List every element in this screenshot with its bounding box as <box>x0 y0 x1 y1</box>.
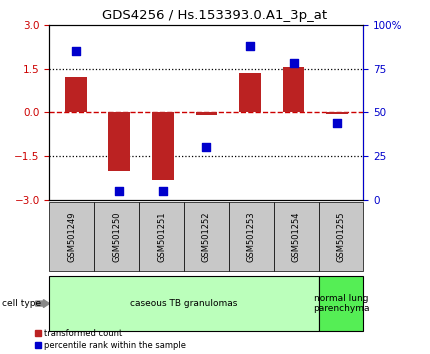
Point <box>160 188 166 194</box>
Text: GSM501255: GSM501255 <box>336 211 345 262</box>
Text: normal lung
parenchyma: normal lung parenchyma <box>313 294 369 313</box>
Bar <box>326 113 348 114</box>
Text: GSM501253: GSM501253 <box>247 211 256 262</box>
Text: GDS4256 / Hs.153393.0.A1_3p_at: GDS4256 / Hs.153393.0.A1_3p_at <box>102 9 328 22</box>
Text: cell type: cell type <box>2 299 41 308</box>
Bar <box>64 78 86 113</box>
Text: GSM501251: GSM501251 <box>157 211 166 262</box>
Point <box>72 48 79 54</box>
Text: caseous TB granulomas: caseous TB granulomas <box>130 299 238 308</box>
Bar <box>108 113 130 171</box>
Point <box>334 120 341 126</box>
Bar <box>239 73 261 113</box>
Text: GSM501254: GSM501254 <box>292 211 301 262</box>
Bar <box>152 113 174 179</box>
Point <box>203 144 210 150</box>
Point <box>290 61 297 66</box>
Text: GSM501249: GSM501249 <box>68 211 77 262</box>
Text: GSM501250: GSM501250 <box>112 211 121 262</box>
Point <box>116 188 123 194</box>
Bar <box>196 113 217 115</box>
Point <box>246 43 253 48</box>
Text: GSM501252: GSM501252 <box>202 211 211 262</box>
Bar <box>283 67 304 113</box>
Legend: transformed count, percentile rank within the sample: transformed count, percentile rank withi… <box>34 329 186 350</box>
